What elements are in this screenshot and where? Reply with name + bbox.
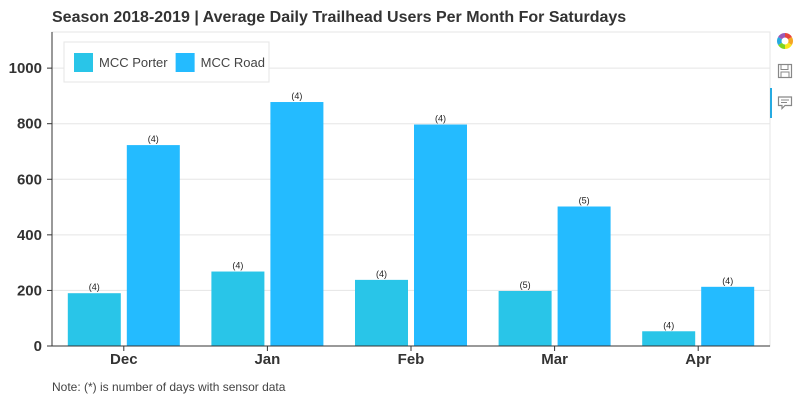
x-tick-label: Jan [254, 351, 280, 368]
y-tick-label: 1000 [9, 60, 42, 77]
bar-data-label: (5) [520, 280, 531, 290]
bar-data-label: (4) [435, 114, 446, 124]
bar-data-labels: (4) (4) (4) (4) (4) (4) (5) (5) (4) (4) [89, 91, 733, 330]
bar-data-label: (4) [232, 261, 243, 271]
legend-label: MCC Porter [99, 55, 168, 70]
bar [270, 102, 324, 346]
axes: Dec Jan Feb Mar Apr 0 200 400 600 800 1000 [9, 32, 770, 368]
y-tick-label: 400 [17, 227, 42, 244]
bar-data-label: (4) [291, 91, 302, 101]
bar [642, 331, 696, 346]
legend-swatch [74, 53, 93, 72]
bar [414, 124, 467, 346]
save-icon[interactable] [776, 62, 794, 80]
y-tick-label: 0 [34, 338, 42, 355]
bar-data-label: (4) [376, 269, 387, 279]
bar [498, 290, 552, 346]
bars [67, 102, 755, 346]
bar-data-label: (4) [89, 282, 100, 292]
bar-data-label: (4) [148, 134, 159, 144]
bar [126, 145, 180, 346]
chart-toolbar [770, 30, 800, 120]
y-tick-label: 600 [17, 171, 42, 188]
bar [557, 206, 611, 346]
x-tick-label: Feb [398, 351, 425, 368]
x-tick-label: Apr [685, 351, 711, 368]
bar-data-label: (4) [663, 320, 674, 330]
bar [67, 293, 121, 346]
bar [701, 286, 755, 346]
bokeh-logo-icon[interactable] [776, 32, 794, 50]
bar [355, 279, 408, 346]
x-tick-label: Mar [541, 351, 568, 368]
hover-icon[interactable] [776, 94, 794, 112]
legend-label: MCC Road [201, 55, 265, 70]
footnote: Note: (*) is number of days with sensor … [52, 380, 286, 394]
y-tick-label: 200 [17, 282, 42, 299]
bar-data-label: (4) [722, 276, 733, 286]
legend-swatch [175, 53, 195, 72]
y-tick-label: 800 [17, 116, 42, 133]
legend-box [63, 41, 270, 83]
bar [211, 271, 265, 346]
legend: MCC Porter MCC Road [63, 41, 270, 83]
bar-data-label: (5) [579, 196, 590, 206]
chart-title: Season 2018-2019 | Average Daily Trailhe… [52, 9, 627, 26]
active-tool-indicator [770, 88, 772, 118]
x-tick-label: Dec [110, 351, 138, 368]
